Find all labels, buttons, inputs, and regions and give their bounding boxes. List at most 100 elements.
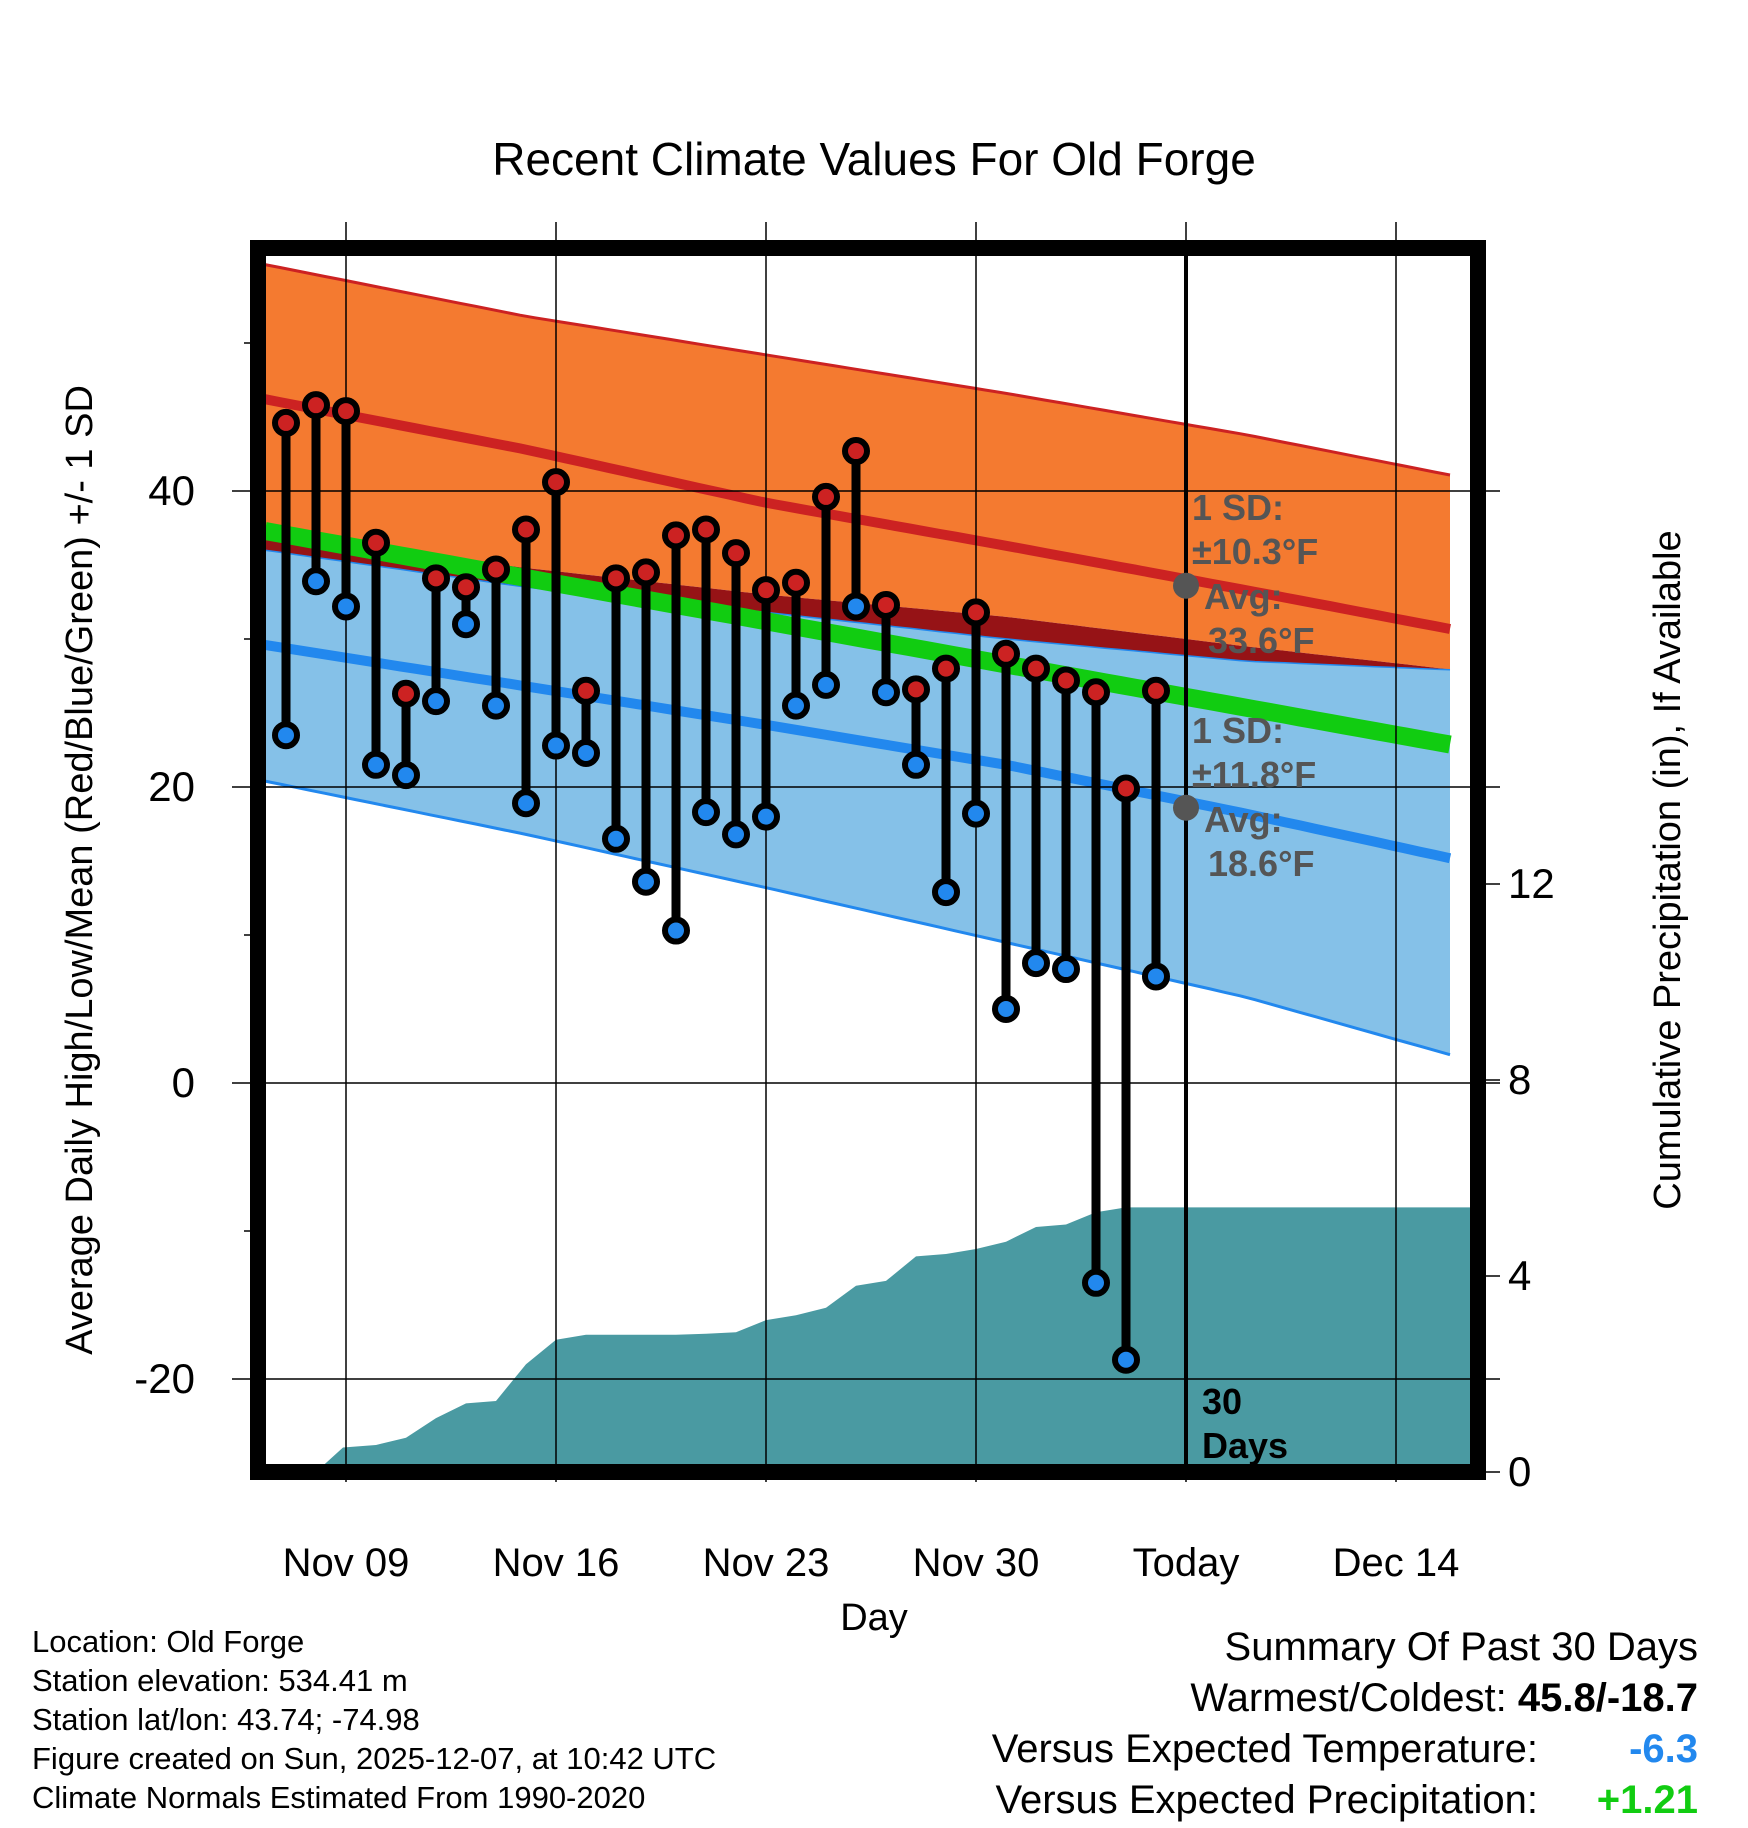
high-marker xyxy=(302,391,330,420)
low-marker xyxy=(602,824,630,853)
low-marker xyxy=(332,592,360,621)
low-marker xyxy=(782,691,810,720)
high-marker xyxy=(812,482,840,511)
high-marker xyxy=(962,598,990,627)
low-marker xyxy=(932,878,960,907)
high-marker xyxy=(662,521,690,550)
high-marker xyxy=(992,639,1020,668)
precip-label: Versus Expected Precipitation: xyxy=(995,1778,1538,1822)
x-tick-label-0: Nov 09 xyxy=(283,1541,410,1585)
x-tick-label-4: Today xyxy=(1133,1541,1240,1585)
high-marker xyxy=(542,468,570,497)
high-marker xyxy=(332,397,360,426)
summary-panel: Summary Of Past 30 Days Warmest/Coldest:… xyxy=(992,1622,1698,1826)
plot-frame xyxy=(250,240,1486,1480)
high-marker xyxy=(692,515,720,544)
high-marker xyxy=(272,408,300,437)
x-tick-label-1: Nov 16 xyxy=(493,1541,620,1585)
high-marker xyxy=(1112,774,1140,803)
y2-axis-label: Cumulative Precipitation (in), If Availa… xyxy=(1647,530,1689,1209)
mean-line xyxy=(263,522,1452,754)
high-marker xyxy=(902,675,930,704)
high-avg-dot xyxy=(1173,572,1199,599)
high-upper-line xyxy=(264,263,1451,477)
station-info: Location: Old Forge Station elevation: 5… xyxy=(32,1622,716,1817)
high-marker xyxy=(782,568,810,597)
high-marker xyxy=(1052,666,1080,695)
high-marker xyxy=(632,558,660,587)
y2-tick-label-0: 12 xyxy=(1508,860,1555,907)
high-sd-value: ±10.3°F xyxy=(1192,531,1318,572)
y2-tick-label-2: 4 xyxy=(1508,1252,1531,1299)
high-marker xyxy=(482,555,510,584)
low-marker xyxy=(422,687,450,716)
high-marker xyxy=(842,437,870,466)
low-marker xyxy=(752,802,780,831)
window-label-line2: Days xyxy=(1202,1425,1288,1466)
low-marker xyxy=(1052,955,1080,984)
low-avg-dot xyxy=(1173,794,1199,821)
summary-temp: Versus Expected Temperature: -6.3 xyxy=(992,1724,1698,1775)
low-avg-label: Avg: xyxy=(1204,799,1283,840)
low-marker xyxy=(1112,1345,1140,1374)
high-marker xyxy=(392,679,420,708)
high-marker xyxy=(602,564,630,593)
overlap-band xyxy=(265,535,1450,670)
x-tick-label-3: Nov 30 xyxy=(913,1541,1040,1585)
high-marker xyxy=(512,515,540,544)
high-marker xyxy=(932,654,960,683)
created-text: Figure created on Sun, 2025-12-07, at 10… xyxy=(32,1741,717,1776)
warm-cold-value: 45.8/-18.7 xyxy=(1517,1676,1698,1720)
low-marker xyxy=(572,738,600,767)
low-sd-value: ±11.8°F xyxy=(1192,754,1316,795)
summary-title: Summary Of Past 30 Days xyxy=(1224,1625,1698,1669)
low-marker xyxy=(362,750,390,779)
low-marker xyxy=(482,691,510,720)
low-mean-line xyxy=(264,639,1452,864)
x-tick-label-5: Dec 14 xyxy=(1333,1541,1460,1585)
high-marker xyxy=(872,590,900,619)
low-marker xyxy=(902,750,930,779)
high-marker xyxy=(1142,676,1170,705)
y-tick-label-1: 20 xyxy=(148,763,195,810)
low-marker xyxy=(992,995,1020,1023)
high-sd-label: 1 SD: xyxy=(1192,487,1284,528)
low-marker xyxy=(272,721,300,750)
low-marker xyxy=(812,670,840,699)
low-marker xyxy=(842,592,870,621)
temp-value: -6.3 xyxy=(1629,1727,1698,1771)
x-axis-label: Day xyxy=(840,1597,908,1639)
precip-area xyxy=(258,1207,1474,1472)
y2-tick-label-1: 8 xyxy=(1508,1056,1531,1103)
high-marker xyxy=(1022,654,1050,683)
low-marker xyxy=(722,820,750,849)
low-marker xyxy=(1142,962,1170,991)
summary-precip: Versus Expected Precipitation: +1.21 xyxy=(992,1775,1698,1826)
y-axis-label: Average Daily High/Low/Mean (Red/Blue/Gr… xyxy=(59,385,101,1355)
low-marker xyxy=(962,799,990,828)
low-marker xyxy=(392,761,420,790)
y-tick-label-0: 40 xyxy=(148,467,195,514)
high-avg-value: 33.6°F xyxy=(1208,620,1314,661)
low-marker xyxy=(1082,1268,1110,1297)
high-marker xyxy=(1082,678,1110,707)
low-marker xyxy=(872,678,900,707)
high-marker xyxy=(362,528,390,557)
elevation-text: Station elevation: 534.41 m xyxy=(32,1663,408,1698)
location-text: Location: Old Forge xyxy=(32,1624,305,1659)
high-marker xyxy=(452,573,480,602)
high-avg-label: Avg: xyxy=(1204,576,1283,617)
y2-tick-label-3: 0 xyxy=(1508,1448,1531,1495)
high-marker xyxy=(422,564,450,593)
low-marker xyxy=(542,731,570,760)
low-marker xyxy=(302,567,330,596)
low-marker xyxy=(452,610,480,639)
low-marker xyxy=(692,798,720,827)
high-marker xyxy=(752,576,780,605)
temp-label: Versus Expected Temperature: xyxy=(991,1727,1538,1771)
low-sd-label: 1 SD: xyxy=(1192,710,1284,751)
chart-title: Recent Climate Values For Old Forge xyxy=(492,133,1256,185)
precip-value: +1.21 xyxy=(1596,1778,1698,1822)
low-marker xyxy=(512,789,540,818)
